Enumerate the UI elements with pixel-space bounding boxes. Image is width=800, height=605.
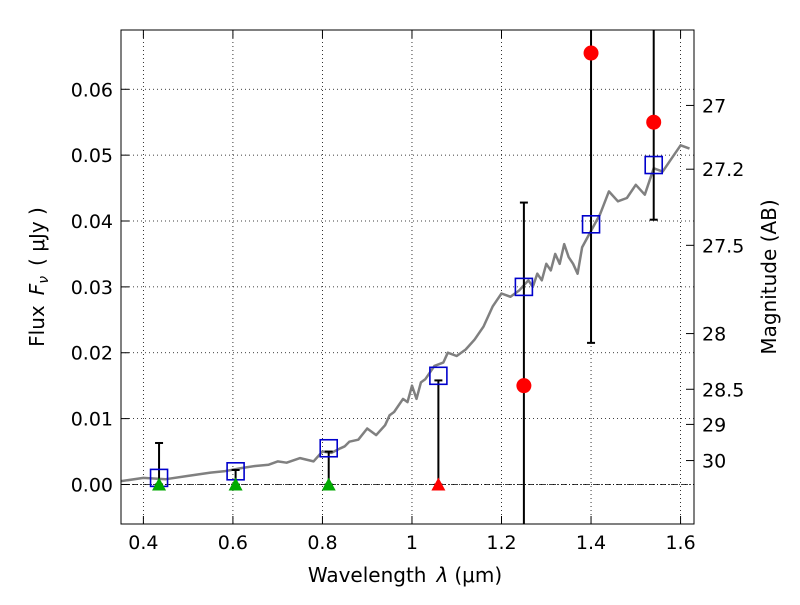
- y-tick-label: 0.04: [71, 211, 113, 233]
- model-photometry-square: [644, 155, 664, 175]
- detection-point: [583, 45, 599, 61]
- x-tick-label: 1: [406, 532, 418, 554]
- y-tick-label: 0.06: [71, 79, 113, 101]
- x-tick-label: 1.6: [665, 532, 695, 554]
- y-axis-label: FluxFν( μJy ): [25, 207, 52, 347]
- y2-tick-label: 27.2: [702, 159, 744, 181]
- x-tick-label: 0.6: [218, 532, 248, 554]
- model-photometry-square: [319, 438, 339, 458]
- x-tick-label: 0.8: [307, 532, 337, 554]
- x-axis-label: Wavelength λ (μm): [308, 563, 502, 587]
- y-tick-label: 0.03: [71, 277, 113, 299]
- y-tick-label: 0.00: [71, 474, 113, 496]
- upper-limit-triangle: [321, 477, 336, 491]
- plot-frame: [120, 29, 695, 525]
- y2-axis-label: Magnitude (AB): [757, 199, 781, 354]
- model-photometry-square: [514, 277, 534, 297]
- ticks: 0.4 0.6 0.8 1 1.2 1.4 1.6 0.00 0.01 0.02 0.03 0.04 0…: [71, 30, 744, 554]
- x-tick-label: 1.4: [576, 532, 606, 554]
- detection-point: [516, 378, 532, 394]
- y-tick-label: 0.02: [71, 343, 113, 365]
- y2-tick-label: 28: [702, 324, 726, 346]
- y-tick-label: 0.01: [71, 409, 113, 431]
- y-tick-label: 0.05: [71, 145, 113, 167]
- y2-tick-label: 28.5: [702, 379, 744, 401]
- upper-limit-triangle: [152, 477, 167, 491]
- model-photometry-square: [581, 215, 601, 234]
- upper-limit-triangle: [431, 477, 446, 491]
- y2-tick-label: 30: [702, 451, 726, 473]
- y2-tick-label: 27.5: [702, 235, 744, 257]
- y2-tick-label: 29: [702, 414, 726, 436]
- y2-tick-label: 27: [702, 95, 726, 117]
- x-tick-label: 0.4: [128, 532, 158, 554]
- x-tick-label: 1.2: [486, 532, 516, 554]
- markers-layer: [149, 45, 664, 491]
- detection-point: [646, 114, 662, 130]
- upper-limit-triangle: [228, 477, 243, 491]
- model-photometry-square: [429, 366, 448, 386]
